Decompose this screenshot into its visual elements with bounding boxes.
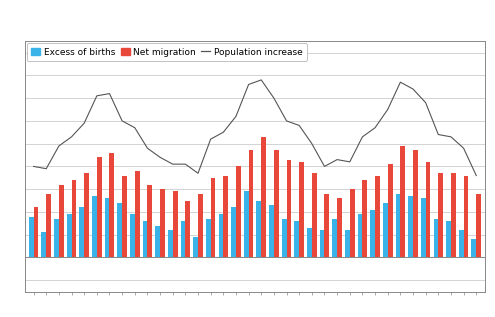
Bar xyxy=(434,219,438,257)
Bar xyxy=(464,176,468,257)
Bar xyxy=(130,214,135,257)
Bar xyxy=(388,164,393,257)
Bar xyxy=(218,214,223,257)
Bar xyxy=(421,198,426,257)
Bar xyxy=(84,173,89,257)
Bar xyxy=(307,228,312,257)
Bar xyxy=(383,203,388,257)
Bar xyxy=(261,137,266,257)
Bar xyxy=(471,239,476,257)
Bar xyxy=(104,198,109,257)
Bar xyxy=(320,230,325,257)
Bar xyxy=(476,194,481,257)
Bar xyxy=(72,180,76,257)
Bar xyxy=(438,173,443,257)
Bar xyxy=(337,198,342,257)
Bar xyxy=(97,157,101,257)
Bar xyxy=(155,226,160,257)
Bar xyxy=(370,210,375,257)
Bar xyxy=(122,176,127,257)
Bar xyxy=(160,189,165,257)
Bar xyxy=(299,162,304,257)
Bar xyxy=(350,189,354,257)
Bar xyxy=(248,151,253,257)
Bar xyxy=(396,194,400,257)
Bar xyxy=(54,219,59,257)
Bar xyxy=(143,221,148,257)
Bar xyxy=(256,201,261,257)
Bar xyxy=(34,207,39,257)
Bar xyxy=(287,159,292,257)
Bar xyxy=(206,219,211,257)
Bar xyxy=(325,194,329,257)
Bar xyxy=(282,219,287,257)
Bar xyxy=(451,173,456,257)
Bar xyxy=(59,184,64,257)
Legend: Excess of births, Net migration, Population increase: Excess of births, Net migration, Populat… xyxy=(27,43,307,61)
Bar xyxy=(46,194,51,257)
Bar xyxy=(198,194,203,257)
Bar xyxy=(193,237,198,257)
Bar xyxy=(223,176,228,257)
Bar xyxy=(426,162,431,257)
Bar xyxy=(274,151,279,257)
Bar xyxy=(181,221,185,257)
Bar xyxy=(92,196,97,257)
Bar xyxy=(168,230,173,257)
Bar xyxy=(446,221,451,257)
Bar xyxy=(109,153,114,257)
Bar xyxy=(148,184,152,257)
Bar xyxy=(459,230,464,257)
Bar xyxy=(332,219,337,257)
Bar xyxy=(211,178,215,257)
Bar xyxy=(42,232,46,257)
Bar xyxy=(295,221,299,257)
Bar xyxy=(269,205,274,257)
Bar xyxy=(236,166,241,257)
Bar xyxy=(345,230,350,257)
Bar xyxy=(362,180,367,257)
Bar xyxy=(79,207,84,257)
Bar xyxy=(357,214,362,257)
Bar xyxy=(312,173,317,257)
Bar xyxy=(185,201,190,257)
Bar xyxy=(135,171,140,257)
Bar xyxy=(231,207,236,257)
Bar xyxy=(375,176,380,257)
Bar xyxy=(29,217,34,257)
Bar xyxy=(413,151,418,257)
Bar xyxy=(117,203,122,257)
Bar xyxy=(67,214,72,257)
Bar xyxy=(244,191,248,257)
Bar xyxy=(400,146,405,257)
Bar xyxy=(408,196,413,257)
Bar xyxy=(173,191,178,257)
